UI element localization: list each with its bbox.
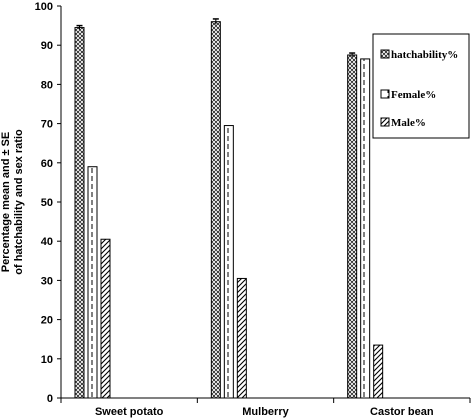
legend-label-0: hatchability% <box>391 49 458 61</box>
bar-0-2 <box>347 54 358 399</box>
y-axis-label-line-2: of hatchability and sex ratio <box>13 129 25 275</box>
bars <box>74 18 384 399</box>
y-tick-label: 80 <box>41 79 53 91</box>
y-tick-label: 20 <box>41 315 53 327</box>
bar-0-1 <box>210 21 221 399</box>
y-tick-label: 90 <box>41 40 53 52</box>
bar-0-0 <box>74 27 85 399</box>
y-axis-label: Percentage mean and ± SE of hatchability… <box>0 129 25 275</box>
y-tick-label: 60 <box>41 158 53 170</box>
bar-1-2 <box>360 58 371 399</box>
x-category-label: Sweet potato <box>95 406 164 418</box>
legend: hatchability% Female% Male% <box>372 33 470 139</box>
y-tick-label: 70 <box>41 119 53 131</box>
y-tick-label: 10 <box>41 354 53 366</box>
y-tick-label: 30 <box>41 275 53 287</box>
x-category-label: Mulberry <box>242 406 289 418</box>
bar-1-1 <box>223 125 234 399</box>
legend-swatch-1 <box>380 89 390 99</box>
y-tick-label: 0 <box>47 393 53 405</box>
y-tick-label: 50 <box>41 197 53 209</box>
y-tick-label: 100 <box>35 1 53 13</box>
legend-swatch-0 <box>380 49 390 59</box>
x-category-label: Castor bean <box>370 406 434 418</box>
bar-2-2 <box>373 344 384 399</box>
legend-swatch-2 <box>380 117 390 127</box>
legend-label-2: Male% <box>391 117 426 129</box>
bar-1-0 <box>87 166 98 399</box>
y-tick-label: 40 <box>41 236 53 248</box>
y-axis-label-line-1: Percentage mean and ± SE <box>0 132 12 273</box>
y-axis-ticks: 0 10 20 30 40 50 60 70 80 90 100 <box>35 1 62 405</box>
legend-label-1: Female% <box>391 89 436 101</box>
x-axis: Sweet potato Mulberry Castor bean <box>60 397 471 418</box>
bar-2-1 <box>236 277 247 399</box>
bar-2-0 <box>100 238 111 399</box>
